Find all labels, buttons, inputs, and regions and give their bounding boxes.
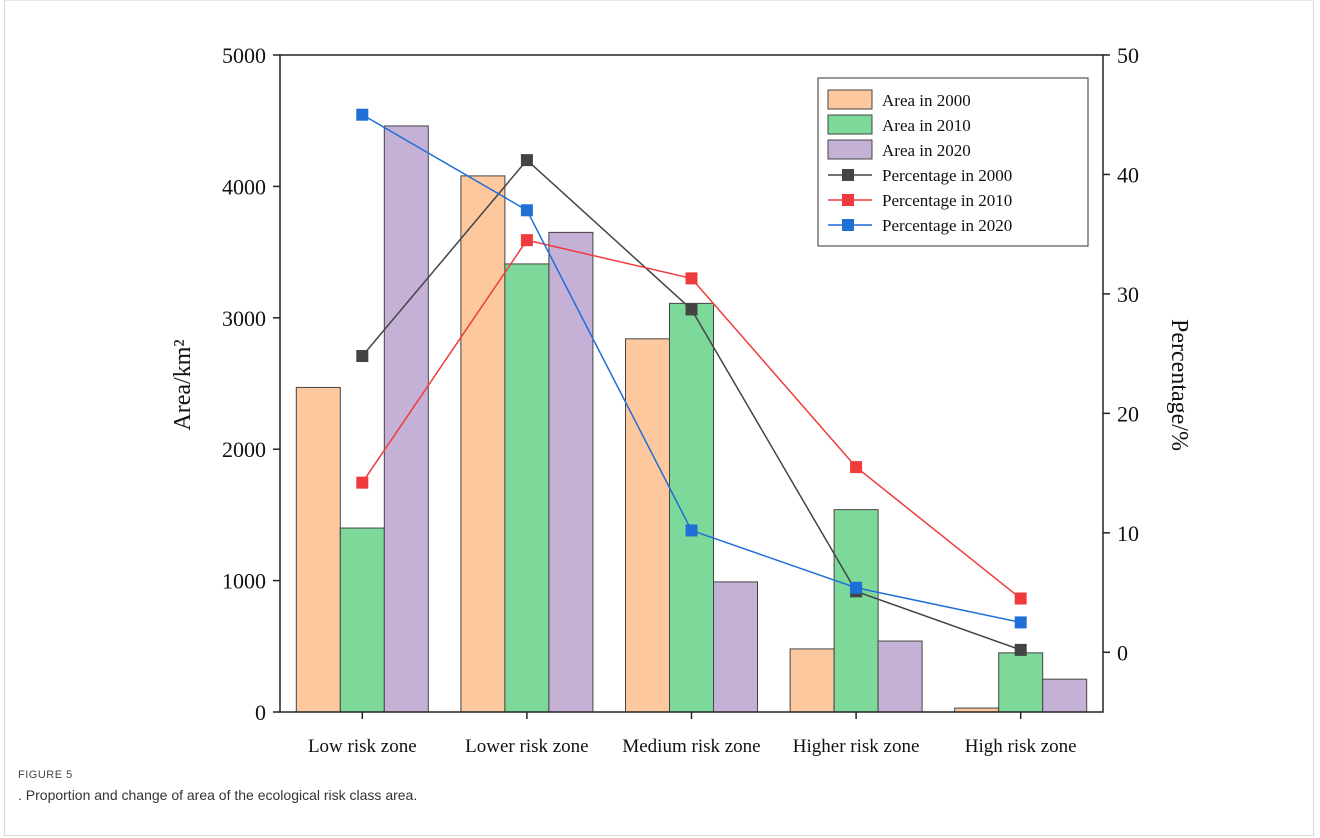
chart-svg: 0 1000 2000 3000 4000 5000 0 10 20 30 40 50 Low risk… [170, 43, 1192, 757]
marker-percentage-in-2000 [520, 154, 533, 167]
legend-label: Percentage in 2010 [882, 191, 1012, 210]
bar-area-in-2010 [504, 263, 550, 713]
bar-area-in-2010 [339, 527, 385, 713]
x-tick-label: Low risk zone [308, 736, 417, 757]
bar-area-in-2000 [789, 648, 835, 713]
marker-percentage-in-2000 [685, 303, 698, 316]
marker-percentage-in-2020 [356, 108, 369, 121]
marker-percentage-in-2020 [520, 204, 533, 217]
y-left-tick-label: 2000 [222, 437, 266, 462]
bar-area-in-2000 [460, 175, 506, 713]
x-tick-label: Medium risk zone [622, 736, 760, 757]
legend-marker [842, 219, 854, 231]
y-left-tick-label: 5000 [222, 43, 266, 68]
bar-area-in-2020 [548, 231, 594, 713]
bar-area-in-2000 [295, 386, 341, 713]
marker-percentage-in-2000 [1014, 643, 1027, 656]
marker-percentage-in-2010 [685, 272, 698, 285]
legend-marker [842, 194, 854, 206]
x-tick-label: High risk zone [965, 736, 1077, 757]
bar-area-in-2020 [1042, 678, 1088, 713]
y-right-tick-label: 50 [1117, 43, 1139, 68]
legend-label: Percentage in 2000 [882, 166, 1012, 185]
bar-area-in-2010 [833, 509, 879, 713]
y-left-tick-label: 4000 [222, 174, 266, 199]
figure-frame [4, 0, 1314, 836]
marker-percentage-in-2010 [520, 234, 533, 247]
y-left-tick-label: 3000 [222, 306, 266, 331]
bars-group [295, 125, 1088, 713]
legend-label: Area in 2010 [882, 116, 971, 135]
bar-area-in-2020 [877, 640, 923, 713]
legend-swatch [827, 139, 873, 160]
x-tick-label: Higher risk zone [793, 736, 920, 757]
y-right-tick-label: 30 [1117, 282, 1139, 307]
figure-label: FIGURE 5 [18, 769, 73, 781]
legend-swatch [827, 89, 873, 110]
marker-percentage-in-2020 [1014, 616, 1027, 629]
y-axis-left-label: Area/km² [170, 339, 196, 430]
y-left-tick-label: 0 [255, 700, 266, 725]
bar-area-in-2020 [713, 581, 758, 713]
legend-label: Percentage in 2020 [882, 216, 1012, 235]
legend: Area in 2000 Area in 2010 Area in 2020 Perc… [817, 77, 1089, 247]
bar-area-in-2010 [998, 652, 1044, 713]
bar-area-in-2010 [669, 302, 714, 713]
marker-percentage-in-2010 [850, 461, 863, 474]
marker-percentage-in-2010 [356, 476, 369, 489]
y-right-tick-label: 0 [1117, 640, 1128, 665]
y-right-tick-label: 10 [1117, 521, 1139, 546]
legend-label: Area in 2020 [882, 141, 971, 160]
marker-percentage-in-2010 [1014, 592, 1027, 605]
axes-group: 0 1000 2000 3000 4000 5000 0 10 20 30 40 50 Low risk… [222, 43, 1139, 757]
lines-group [356, 108, 1027, 656]
marker-percentage-in-2000 [356, 350, 369, 363]
legend-swatch [827, 114, 873, 135]
x-tick-label: Lower risk zone [465, 736, 588, 757]
figure-caption: . Proportion and change of area of the e… [18, 787, 418, 803]
marker-percentage-in-2020 [685, 524, 698, 537]
y-right-tick-label: 40 [1117, 162, 1139, 187]
marker-percentage-in-2020 [850, 581, 863, 594]
y-axis-right-label: Percentage/% [1166, 319, 1192, 451]
bar-area-in-2000 [625, 338, 670, 713]
legend-marker [842, 169, 854, 181]
y-left-tick-label: 1000 [222, 569, 266, 594]
legend-label: Area in 2000 [882, 91, 971, 110]
y-right-tick-label: 20 [1117, 401, 1139, 426]
